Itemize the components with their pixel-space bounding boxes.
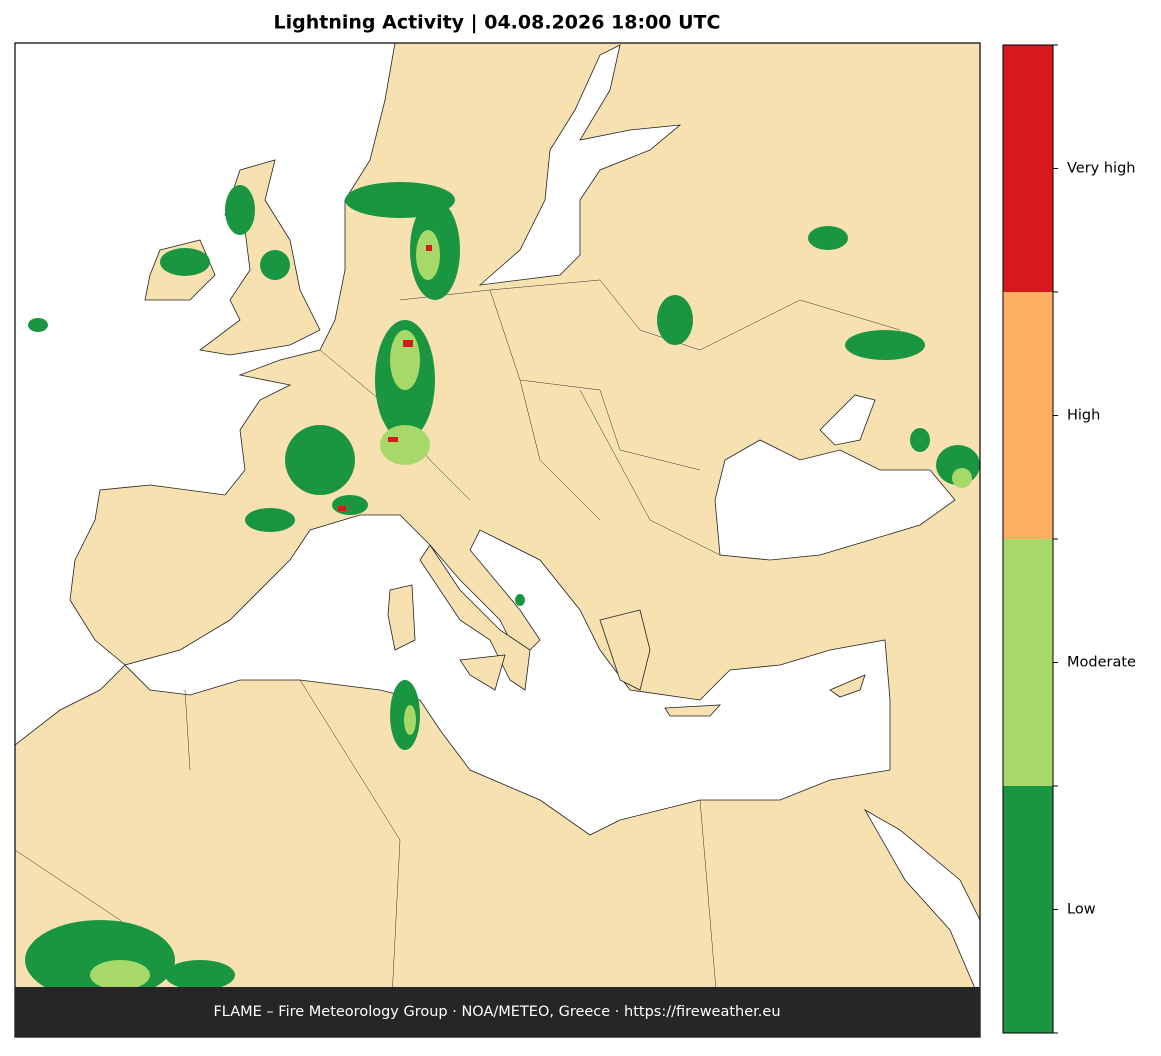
colorbar-segment bbox=[1003, 45, 1053, 292]
atlantic bbox=[15, 43, 396, 746]
footer-bar bbox=[15, 987, 980, 1037]
colorbar-label: Very high bbox=[1067, 161, 1135, 177]
crete bbox=[664, 704, 721, 717]
italy bbox=[419, 544, 531, 691]
colorbar-segment bbox=[1003, 539, 1053, 786]
colorbar-frame bbox=[1002, 44, 1054, 1034]
sardinia bbox=[387, 584, 416, 651]
colorbar-label: Low bbox=[1067, 902, 1096, 918]
azov bbox=[819, 394, 876, 446]
sicily bbox=[459, 654, 506, 691]
red-sea bbox=[863, 808, 980, 1001]
colorbar: Low Moderate High Very high bbox=[1002, 44, 1136, 1034]
black-sea bbox=[714, 439, 956, 561]
greece bbox=[599, 609, 651, 691]
lightning-cells bbox=[25, 182, 980, 1000]
colorbar-segment bbox=[1003, 292, 1053, 539]
colorbar-label: High bbox=[1067, 408, 1100, 424]
map bbox=[15, 43, 980, 1037]
cyprus bbox=[829, 674, 866, 698]
baltic bbox=[478, 44, 682, 286]
colorbar-label: Moderate bbox=[1067, 655, 1136, 671]
title: Lightning Activity | 04.08.2026 18:00 UT… bbox=[274, 12, 721, 34]
colorbar-segment bbox=[1003, 786, 1053, 1033]
footer: FLAME – Fire Meteorology Group · NOA/MET… bbox=[213, 1004, 780, 1020]
